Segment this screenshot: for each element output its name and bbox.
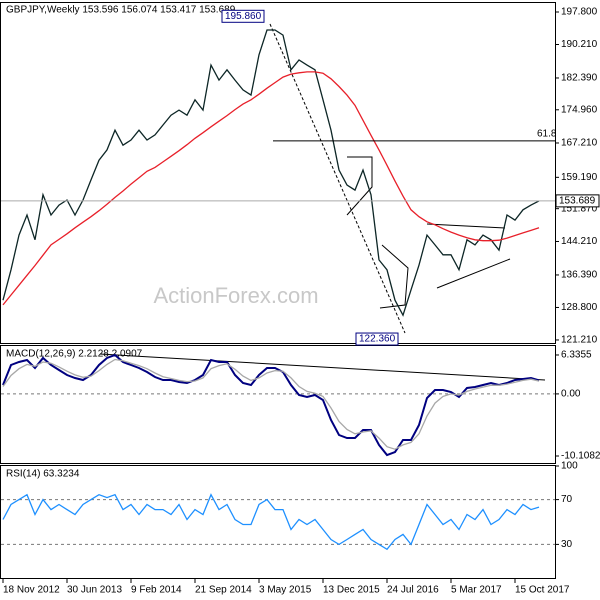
y-tick-label: 70: [561, 494, 573, 505]
x-tick-label: 21 Sep 2014: [195, 585, 252, 596]
y-tick-label: 6.3355: [561, 350, 592, 361]
rsi-title: RSI(14) 63.3234: [6, 469, 80, 480]
y-tick-label: 182.390: [561, 73, 598, 84]
macd-trend-line: [99, 353, 546, 381]
last-price-box: [555, 194, 600, 208]
y-tick-label: 100: [561, 461, 578, 472]
x-tick-label: 13 Dec 2015: [323, 585, 380, 596]
x-tick-label: 15 Oct 2017: [515, 585, 570, 596]
fib-label: 61.8: [537, 129, 557, 140]
swing-line: [269, 23, 406, 334]
price-panel: [0, 2, 556, 344]
trend-line: [426, 223, 506, 229]
series-line: [2, 358, 540, 450]
y-tick-label: 30: [561, 539, 573, 550]
y-tick-label: 128.800: [561, 302, 598, 313]
series-line: [2, 71, 540, 306]
macd-title: MACD(12,26,9) 2.2128 2.0907: [6, 349, 143, 360]
annotation-box: [221, 9, 265, 23]
y-tick-label: 151.870: [561, 203, 598, 214]
y-tick-label: 121.210: [561, 335, 598, 346]
annotation-box: [355, 332, 399, 346]
x-tick-label: 9 Feb 2014: [131, 585, 182, 596]
y-tick-label: 197.800: [561, 7, 598, 18]
x-tick-label: 5 Mar 2017: [451, 585, 502, 596]
y-tick-label: 144.210: [561, 236, 598, 247]
rsi-panel: [0, 465, 556, 579]
series-line: [2, 493, 540, 551]
x-tick-label: 30 Jun 2013: [67, 585, 122, 596]
series-line: [2, 353, 540, 457]
x-tick-label: 3 May 2015: [259, 585, 312, 596]
annotation-label: 195.860: [225, 11, 262, 22]
x-tick-label: 24 Jul 2016: [387, 585, 439, 596]
y-tick-label: 159.190: [561, 172, 598, 183]
y-tick-label: 0.00: [561, 389, 581, 400]
annotation-label: 122.360: [359, 334, 396, 345]
y-tick-label: -10.1082: [561, 451, 600, 462]
last-price-label: 153.689: [559, 196, 596, 207]
macd-panel: [0, 345, 556, 464]
flag-pattern: [379, 244, 409, 309]
x-tick-label: 18 Nov 2012: [3, 585, 60, 596]
y-tick-label: 174.960: [561, 104, 598, 115]
series-line: [2, 29, 540, 317]
price-title: GBPJPY,Weekly 153.596 156.074 153.417 15…: [6, 5, 236, 16]
y-tick-label: 167.210: [561, 138, 598, 149]
y-tick-label: 136.390: [561, 270, 598, 281]
watermark: ActionForex.com: [153, 283, 318, 308]
y-tick-label: 190.210: [561, 39, 598, 50]
trend-line: [436, 258, 511, 289]
